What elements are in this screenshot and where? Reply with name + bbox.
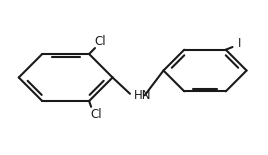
Text: HN: HN bbox=[134, 89, 151, 102]
Text: Cl: Cl bbox=[94, 35, 106, 48]
Text: I: I bbox=[237, 37, 241, 50]
Text: Cl: Cl bbox=[90, 108, 102, 121]
